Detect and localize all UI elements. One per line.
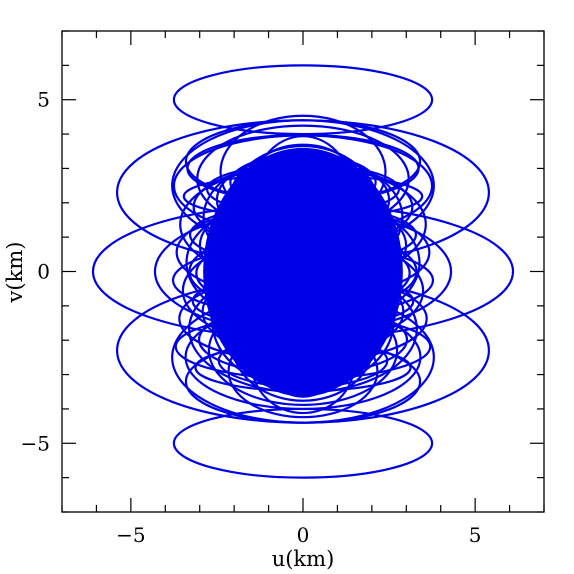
uv-track — [172, 407, 434, 479]
tick-labels: −5 0 5 −5 0 5 — [21, 88, 482, 547]
y-axis-title: v(km) — [3, 242, 27, 304]
y-tick-label: 5 — [37, 88, 50, 112]
x-tick-label: 0 — [297, 523, 310, 547]
uv-dense-core — [203, 147, 403, 396]
x-tick-label: −5 — [116, 523, 145, 547]
y-tick-label: 0 — [37, 260, 50, 284]
x-tick-label: 5 — [469, 523, 482, 547]
y-tick-label: −5 — [21, 431, 50, 455]
x-axis-title: u(km) — [272, 547, 335, 571]
axis-ticks — [61, 30, 545, 513]
uv-tracks — [91, 64, 515, 479]
uv-track — [172, 64, 434, 136]
